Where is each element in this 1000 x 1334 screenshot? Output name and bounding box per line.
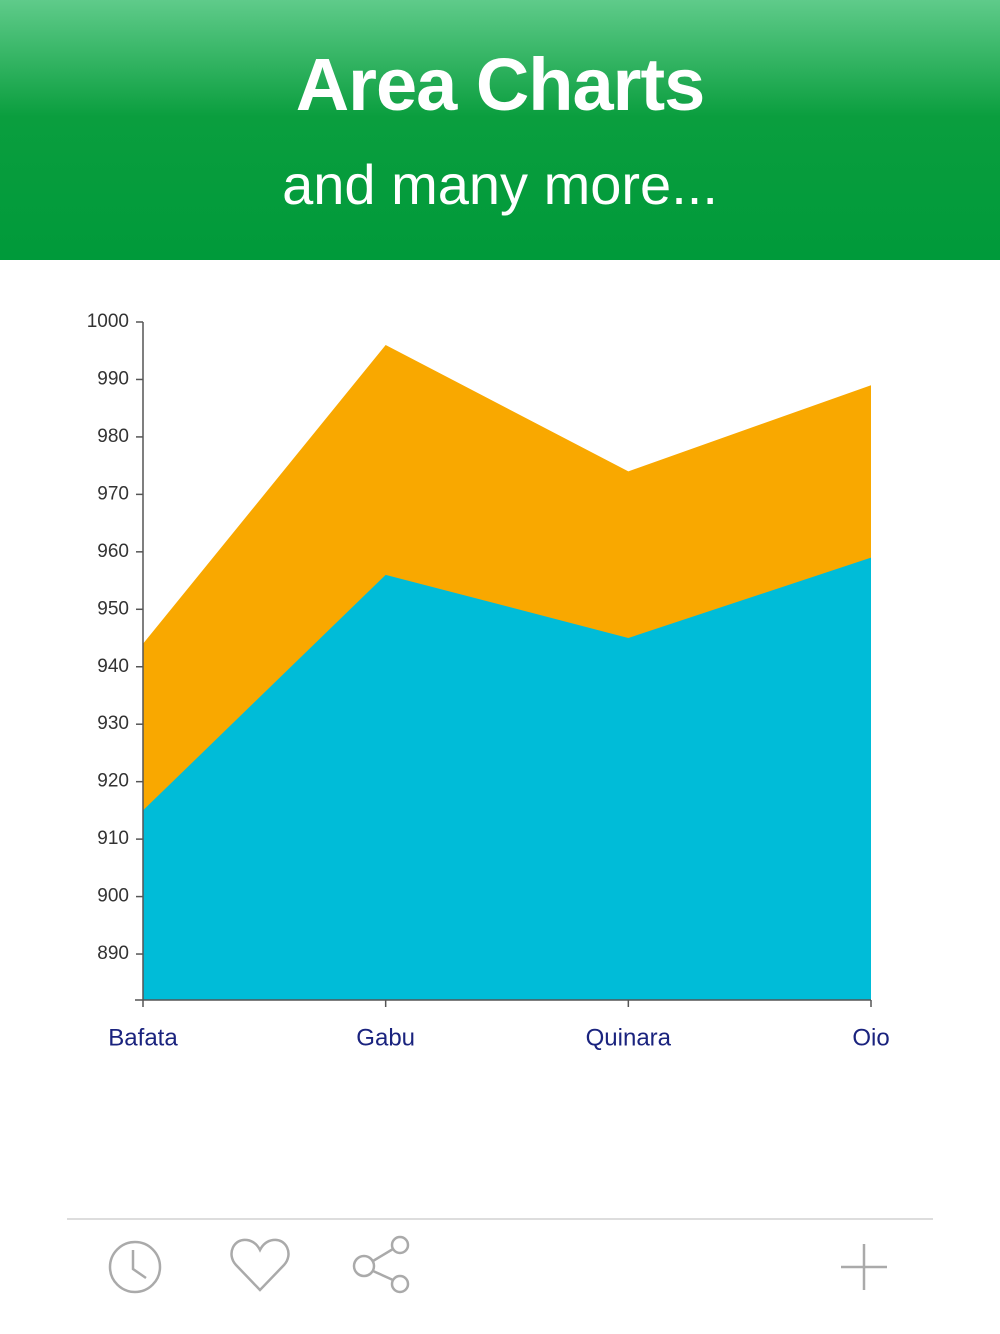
y-tick-label: 960 <box>97 541 129 562</box>
y-tick-label: 890 <box>97 943 129 964</box>
favorite-icon[interactable] <box>230 1238 290 1292</box>
y-tick-label: 930 <box>97 713 129 734</box>
y-tick-label: 920 <box>97 771 129 792</box>
header: Area Charts and many more... <box>0 0 1000 260</box>
share-icon[interactable] <box>352 1235 410 1294</box>
y-tick-label: 1000 <box>87 311 129 332</box>
header-subtitle: and many more... <box>282 153 718 216</box>
area <box>143 557 871 1000</box>
history-icon[interactable] <box>108 1240 162 1294</box>
x-tick-label: Oio <box>852 1024 889 1051</box>
chart: 890 900 910 920 930 940 950 960 970 980 990 1000 Baf… <box>87 311 890 1051</box>
x-tick-label: Quinara <box>586 1024 672 1051</box>
y-tick-label: 900 <box>97 886 129 907</box>
add-icon[interactable] <box>841 1244 887 1290</box>
y-tick-label: 940 <box>97 656 129 677</box>
y-tick-label: 980 <box>97 426 129 447</box>
y-tick-label: 970 <box>97 483 129 504</box>
y-tick-label: 990 <box>97 368 129 389</box>
toolbar <box>67 1218 933 1294</box>
y-tick-label: 910 <box>97 828 129 849</box>
y-tick-label: 950 <box>97 598 129 619</box>
x-tick-label: Gabu <box>356 1024 415 1051</box>
x-tick-label: Bafata <box>108 1024 178 1051</box>
header-title: Area Charts <box>295 43 706 126</box>
